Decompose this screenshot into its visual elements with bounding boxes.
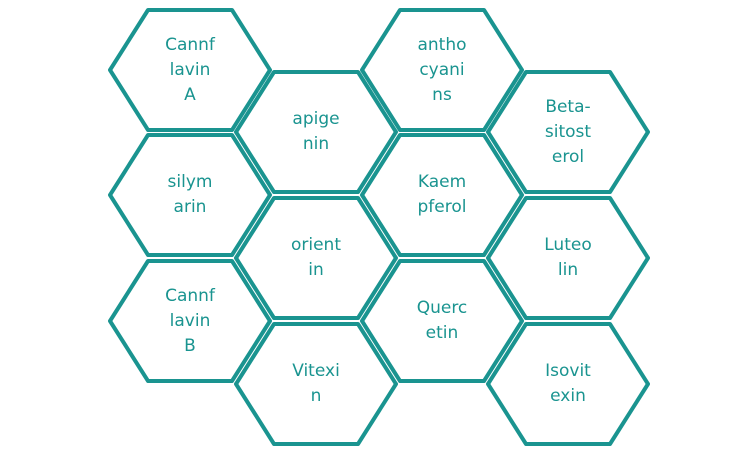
hex-label: Cannf lavin B [165,285,215,356]
hex-label: Cannf lavin A [165,34,215,105]
hexagon-shape [234,70,398,194]
hexagon-shape [360,259,524,383]
hex-label: orient in [290,235,341,280]
hex-label: Isovit exin [545,361,591,406]
hexagon-shape [234,322,398,446]
hex-quercetin: Querc etin [360,259,524,383]
hex-label: Luteo lin [544,235,592,280]
hexagon-shape [360,133,524,257]
hex-anthocyanins: antho cyani ns [360,8,524,132]
hexagon-shape [486,322,650,446]
hex-cannflavin-b: Cannf lavin B [108,259,272,383]
hex-luteolin: Luteo lin [486,196,650,320]
hex-kaempferol: Kaem pferol [360,133,524,257]
hex-apigenin: apige nin [234,70,398,194]
hexagon-shape [486,196,650,320]
hex-label: Kaem pferol [417,172,467,217]
hexagon-shape [108,133,272,257]
hex-beta-sitosterol: Beta- sitost erol [486,70,650,194]
hex-label: silym arin [167,172,213,217]
hex-isovitexin: Isovit exin [486,322,650,446]
hex-cannflavin-a: Cannf lavin A [108,8,272,132]
hex-vitexin: Vitexi n [234,322,398,446]
hexagon-shape [360,8,524,132]
hex-silymarin: silym arin [108,133,272,257]
hex-label: Vitexi n [292,361,340,406]
hexagon-shape [108,8,272,132]
hex-label: Querc etin [416,298,468,343]
hexagon-shape [486,70,650,194]
hex-label: apige nin [292,109,340,154]
hexagon-shape [234,196,398,320]
hex-orientin: orient in [234,196,398,320]
hex-label: antho cyani ns [417,34,467,105]
hex-label: Beta- sitost erol [544,96,592,167]
hexagon-shape [108,259,272,383]
